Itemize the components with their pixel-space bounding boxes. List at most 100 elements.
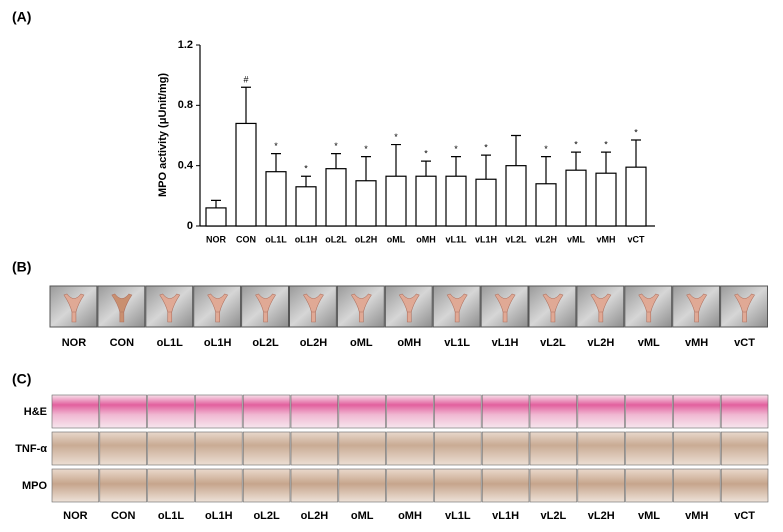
- tissue-shape: [638, 293, 660, 323]
- category-label: NOR: [63, 510, 88, 522]
- histology-image: [481, 394, 530, 429]
- histology-image: [529, 431, 578, 466]
- histology-image: [242, 394, 291, 429]
- panel-label: (A): [12, 9, 31, 25]
- significance-mark: *: [364, 144, 368, 154]
- histology-image: [481, 468, 530, 503]
- x-tick-label: oML: [387, 234, 406, 244]
- y-tick-label: 1.2: [178, 39, 193, 51]
- histology-image: [242, 431, 291, 466]
- tissue-shape: [590, 293, 612, 323]
- x-tick-label: CON: [236, 234, 256, 244]
- bar: [595, 172, 617, 227]
- tissue-shape: [686, 293, 708, 323]
- category-label: oL2H: [300, 337, 328, 349]
- histology-image: [625, 431, 673, 466]
- category-label: vML: [638, 510, 660, 522]
- histology-image: [720, 431, 769, 466]
- category-label: oL1L: [157, 337, 184, 349]
- y-tick-label: 0.4: [178, 160, 194, 172]
- significance-mark: *: [574, 139, 578, 149]
- histology-image: [577, 468, 625, 503]
- x-tick-label: vML: [567, 234, 586, 244]
- histology-image: [434, 431, 482, 466]
- error-bar: [571, 151, 581, 171]
- histology-image: [625, 394, 673, 429]
- tissue-shape: [734, 293, 756, 323]
- error-bar: [421, 160, 431, 177]
- histology-image: [147, 468, 195, 503]
- category-label: oL1H: [205, 510, 233, 522]
- x-tick-label: oL1H: [295, 234, 318, 244]
- histology-image: [290, 431, 339, 466]
- x-tick-label: oL2L: [325, 234, 347, 244]
- histology-image: [290, 394, 339, 429]
- significance-mark: *: [334, 141, 338, 151]
- histology-image: [99, 468, 147, 503]
- bar: [415, 175, 437, 227]
- category-label: vMH: [685, 510, 708, 522]
- histology-image: [51, 394, 100, 429]
- histology-image: [673, 468, 721, 503]
- category-label: vL1L: [444, 337, 470, 349]
- histology-image: [51, 468, 100, 503]
- category-label: vCT: [734, 337, 755, 349]
- histology-image: [434, 468, 482, 503]
- tissue-shape: [398, 293, 420, 323]
- significance-mark: *: [424, 149, 428, 159]
- x-tick-label: vCT: [627, 234, 645, 244]
- histology-image: [577, 431, 625, 466]
- category-label: vL2H: [587, 337, 614, 349]
- category-label: vL1H: [492, 337, 519, 349]
- x-tick-label: oMH: [416, 234, 436, 244]
- bar: [475, 178, 497, 227]
- histology-image: [338, 431, 386, 466]
- bar: [535, 183, 557, 227]
- histology-image: [51, 431, 100, 466]
- panel-label: (B): [12, 259, 31, 275]
- x-tick-label: oL1L: [265, 234, 287, 244]
- histology-image: [338, 394, 386, 429]
- category-label: oL2L: [252, 337, 279, 349]
- error-bar: [361, 156, 371, 181]
- category-label: oML: [350, 337, 373, 349]
- histology-image: [290, 468, 339, 503]
- category-label: oMH: [397, 337, 421, 349]
- error-bar: [271, 153, 281, 172]
- error-bar: [451, 156, 461, 177]
- category-label: vL2L: [540, 337, 566, 349]
- category-label: oL2H: [301, 510, 329, 522]
- panel-label: (C): [12, 371, 31, 387]
- error-bar: [541, 156, 551, 184]
- significance-mark: *: [544, 144, 548, 154]
- bar: [235, 122, 257, 227]
- bar: [505, 165, 527, 227]
- significance-mark: *: [274, 141, 278, 151]
- significance-mark: #: [243, 75, 248, 85]
- histology-image: [529, 468, 578, 503]
- histology-image: [99, 394, 147, 429]
- tissue-shape: [255, 293, 277, 323]
- x-tick-label: vL2H: [535, 234, 557, 244]
- x-tick-label: vL1H: [475, 234, 497, 244]
- tissue-shape: [446, 293, 468, 323]
- histology-image: [195, 431, 243, 466]
- x-tick-label: vL2L: [505, 234, 527, 244]
- tissue-photo: [145, 285, 194, 328]
- tissue-shape: [542, 293, 564, 323]
- histology-image: [577, 394, 625, 429]
- error-bar: [391, 143, 401, 177]
- histology-image: [386, 468, 434, 503]
- error-bar: [631, 139, 641, 168]
- bar: [445, 175, 467, 227]
- row-label: MPO: [22, 480, 48, 492]
- bar: [625, 166, 647, 227]
- category-label: vL1L: [445, 510, 471, 522]
- error-bar: [481, 154, 491, 180]
- y-tick-label: 0.8: [178, 99, 193, 111]
- error-bar: [511, 134, 521, 166]
- histology-image: [625, 468, 673, 503]
- significance-mark: *: [634, 127, 638, 137]
- category-label: oL2L: [253, 510, 280, 522]
